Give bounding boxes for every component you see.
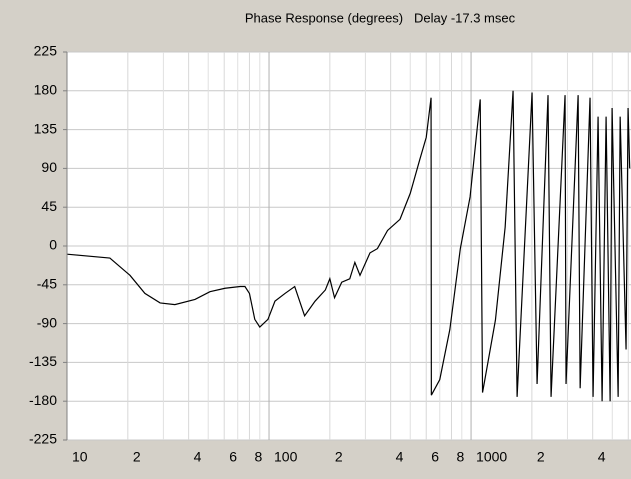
y-tick-label: 90 <box>41 159 57 175</box>
x-tick-label: 4 <box>396 449 404 465</box>
x-tick-label: 6 <box>229 449 237 465</box>
plot <box>66 90 631 402</box>
y-tick-label: 45 <box>41 198 57 214</box>
y-tick-label: 180 <box>34 82 58 98</box>
y-tick-label: -45 <box>37 276 57 292</box>
y-tick-label: -90 <box>37 314 57 330</box>
y-tick-label: 135 <box>34 120 58 136</box>
x-tick-label: 1000 <box>476 449 507 465</box>
y-tick-label: -225 <box>29 431 57 447</box>
x-tick-label: 6 <box>431 449 439 465</box>
x-tick-label: 4 <box>194 449 202 465</box>
chart-title: Phase Response (degrees) Delay -17.3 mse… <box>245 10 516 25</box>
x-tick-label: 8 <box>254 449 262 465</box>
grid <box>63 51 631 441</box>
x-tick-label: 2 <box>335 449 343 465</box>
x-tick-label: 10 <box>72 449 88 465</box>
y-tick-label: -180 <box>29 392 57 408</box>
x-tick-label: 8 <box>456 449 464 465</box>
y-tick-label: -135 <box>29 353 57 369</box>
x-tick-label: 2 <box>537 449 545 465</box>
x-tick-label: 100 <box>274 449 298 465</box>
x-tick-label: 4 <box>598 449 606 465</box>
x-tick-label: 2 <box>133 449 141 465</box>
y-tick-label: 0 <box>49 237 57 253</box>
y-tick-label: 225 <box>34 43 58 59</box>
phase-line <box>66 90 631 402</box>
